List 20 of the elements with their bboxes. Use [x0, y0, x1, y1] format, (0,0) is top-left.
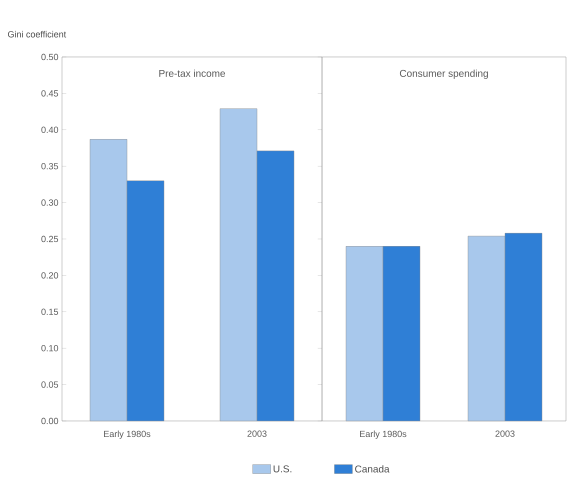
annotation: Pre-tax income [159, 70, 226, 77]
annotation: Consumer spending [400, 70, 488, 79]
y-tick-label: 0.45 [41, 90, 58, 97]
y-tick-label: 0.40 [41, 126, 58, 133]
y-tick-label: 0.10 [41, 345, 58, 352]
x-tick-label: 2003 [247, 430, 267, 437]
y-tick-label: 0.20 [41, 272, 58, 279]
y-tick-label: 0.50 [41, 54, 58, 60]
y-tick-label: 0.35 [41, 163, 58, 170]
x-tick-label: 2003 [495, 430, 515, 437]
legend-label: Canada [355, 465, 390, 473]
x-tick-label: Early 1980s [360, 430, 406, 439]
legend-label: U.S. [274, 465, 292, 472]
x-tick-label: Early 1980s [104, 430, 150, 439]
y-tick-label: 0.05 [41, 381, 58, 388]
y-tick-label: 0.25 [41, 236, 58, 242]
y-tick-label: 0.30 [41, 199, 58, 206]
y-axis-title: Gini coefficient [8, 30, 66, 38]
y-tick-label: 0.15 [41, 308, 58, 315]
y-tick-label: 0.00 [41, 418, 58, 424]
